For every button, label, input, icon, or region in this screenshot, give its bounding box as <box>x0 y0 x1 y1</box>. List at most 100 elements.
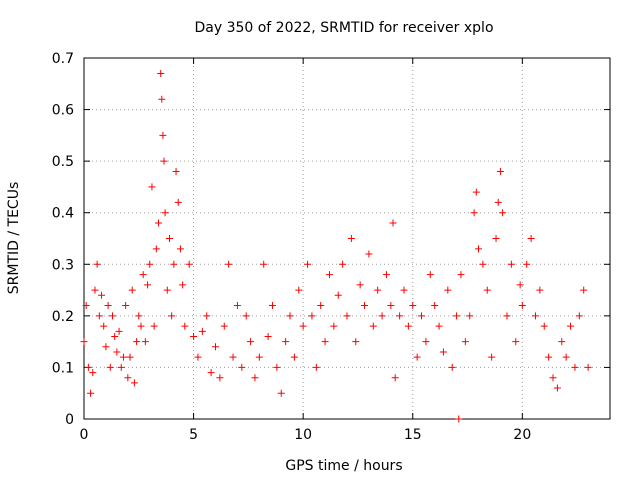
data-point <box>115 327 123 335</box>
data-point <box>229 353 237 361</box>
data-point <box>488 353 496 361</box>
data-point <box>91 286 99 294</box>
data-point <box>84 363 92 371</box>
data-point <box>102 343 110 351</box>
data-point <box>470 209 478 217</box>
data-point <box>575 312 583 320</box>
data-point <box>413 353 421 361</box>
data-point <box>400 286 408 294</box>
data-point <box>562 353 570 361</box>
data-point <box>176 245 184 253</box>
data-point <box>418 312 426 320</box>
data-point <box>273 363 281 371</box>
data-point <box>409 302 417 310</box>
data-point <box>286 312 294 320</box>
data-point <box>163 286 171 294</box>
data-point <box>159 131 167 139</box>
data-point <box>475 245 482 253</box>
data-point <box>251 374 259 382</box>
y-tick-label: 0.3 <box>52 257 74 273</box>
data-point <box>512 338 520 346</box>
data-point <box>389 219 397 227</box>
data-point <box>558 338 566 346</box>
x-tick-label: 10 <box>294 427 312 443</box>
data-point <box>158 95 166 103</box>
data-point <box>98 291 106 299</box>
data-point <box>220 322 228 330</box>
data-point <box>247 338 255 346</box>
data-points <box>80 69 592 423</box>
data-point <box>361 302 369 310</box>
data-point <box>161 209 169 217</box>
data-point <box>238 363 246 371</box>
data-point <box>133 338 141 346</box>
y-tick-label: 0.7 <box>52 51 74 67</box>
data-point <box>472 188 480 196</box>
data-point <box>277 389 285 397</box>
data-point <box>157 69 165 77</box>
x-axis-label: GPS time / hours <box>285 458 402 474</box>
data-point <box>165 235 173 242</box>
data-point <box>150 322 158 330</box>
data-point <box>523 260 531 268</box>
data-point <box>225 260 233 268</box>
data-point <box>135 312 143 320</box>
data-point <box>507 260 515 268</box>
data-point <box>536 286 544 294</box>
data-point <box>567 322 575 330</box>
data-point <box>255 353 263 361</box>
data-point <box>494 198 502 206</box>
data-point <box>172 167 180 175</box>
data-point <box>378 312 386 320</box>
data-point <box>282 338 290 346</box>
grid-lines <box>84 58 610 419</box>
chart-title: Day 350 of 2022, SRMTID for receiver xpl… <box>194 20 493 36</box>
data-point <box>260 260 268 268</box>
data-point <box>518 302 526 310</box>
data-point <box>308 312 316 320</box>
data-point <box>461 338 469 346</box>
data-point <box>181 322 189 330</box>
data-point <box>100 322 108 330</box>
data-point <box>124 374 132 382</box>
data-point <box>117 363 125 371</box>
data-point <box>93 260 101 268</box>
data-point <box>426 271 434 279</box>
data-point <box>268 302 276 310</box>
data-point <box>374 286 382 294</box>
data-point <box>108 312 116 320</box>
y-axis-label: SRMTID / TECUs <box>6 182 22 295</box>
data-point <box>190 332 198 340</box>
data-point <box>126 353 134 361</box>
data-point <box>155 219 163 227</box>
y-tick-label: 0 <box>65 412 74 428</box>
data-point <box>571 363 579 371</box>
data-point <box>352 338 360 346</box>
y-tick-label: 0.5 <box>52 154 74 170</box>
data-point <box>168 312 176 320</box>
data-point <box>198 327 206 335</box>
data-point <box>104 302 112 310</box>
data-point <box>144 281 152 289</box>
x-tick-label: 0 <box>80 427 89 443</box>
data-point <box>457 271 465 279</box>
data-point <box>111 332 119 340</box>
data-point <box>455 415 463 423</box>
data-point <box>174 198 182 206</box>
data-point <box>553 384 561 392</box>
data-point <box>422 338 430 346</box>
data-point <box>540 322 548 330</box>
data-point <box>203 312 211 320</box>
data-point <box>531 312 539 320</box>
data-point <box>95 312 103 320</box>
data-point <box>295 286 303 294</box>
axis-ticks: 0 0.1 0.2 0.3 0.4 0.5 0.6 0.7 0 5 10 15 20 <box>52 51 610 443</box>
data-point <box>347 235 355 242</box>
data-point <box>128 286 136 294</box>
data-point <box>299 322 307 330</box>
data-point <box>404 322 412 330</box>
data-point <box>492 235 500 242</box>
data-point <box>343 312 351 320</box>
data-point <box>325 271 333 279</box>
data-point <box>194 353 202 361</box>
